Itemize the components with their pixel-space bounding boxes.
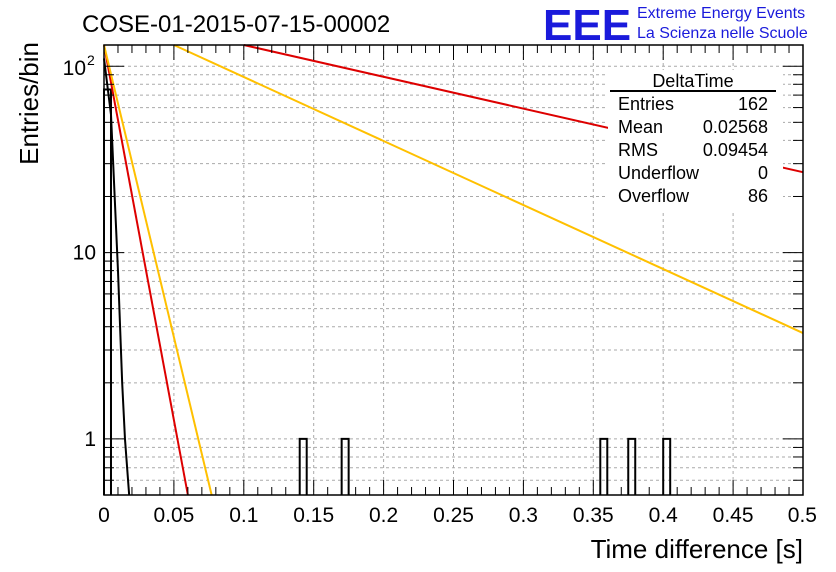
histogram-bar — [627, 437, 637, 495]
fit-curve-2 — [103, 44, 189, 496]
fit-curve-1 — [103, 58, 131, 496]
stats-row-label: Overflow — [618, 186, 690, 206]
stats-row-label: Mean — [618, 117, 663, 137]
y-tick-exponent: 2 — [87, 52, 95, 68]
x-tick-labels: 0 0.05 0.1 0.15 0.2 0.25 0.3 0.35 0.4 0.45 0.5 — [98, 504, 817, 527]
histogram-bar — [298, 437, 308, 495]
x-axis-label: Time difference [s] — [591, 534, 803, 564]
stats-row-value: 86 — [748, 186, 768, 206]
y-axis-label: Entries/bin — [14, 42, 44, 165]
axes — [103, 44, 804, 496]
y-tick-label: 10 — [73, 242, 96, 265]
logo-line1: Extreme Energy Events — [637, 5, 805, 22]
logo-mark: EEE — [543, 1, 631, 50]
x-tick-label: 0.3 — [509, 504, 538, 527]
stats-row-value: 0 — [758, 163, 768, 183]
x-tick-label: 0.5 — [788, 504, 817, 527]
stats-row-value: 0.09454 — [703, 140, 768, 160]
x-tick-label: 0.1 — [229, 504, 258, 527]
eee-logo: EEE Extreme Energy Events La Scienza nel… — [543, 1, 808, 50]
x-tick-label: 0.15 — [293, 504, 334, 527]
chart-title: COSE-01-2015-07-15-00002 — [82, 11, 390, 38]
x-tick-label: 0.35 — [573, 504, 614, 527]
x-tick-label: 0.25 — [433, 504, 474, 527]
x-tick-label: 0.4 — [649, 504, 679, 527]
stats-row-value: 162 — [738, 94, 768, 114]
x-tick-label: 0.45 — [713, 504, 754, 527]
x-tick-label: 0.2 — [369, 504, 398, 527]
stats-rows: Entries 162 Mean 0.02568 RMS 0.09454Underflow… — [618, 94, 768, 206]
histogram-bar — [340, 437, 350, 495]
y-tick-label: 10 — [63, 57, 86, 80]
stats-box-background — [608, 70, 783, 210]
logo-line2: La Scienza nelle Scuole — [637, 25, 808, 42]
fit-curve-3 — [103, 44, 213, 496]
x-tick-label: 0.05 — [153, 504, 194, 527]
stats-row-label: Entries — [618, 94, 674, 114]
stats-row-label: Underflow — [618, 163, 700, 183]
histogram-bar — [662, 437, 672, 495]
fit-curve-4 — [173, 44, 804, 334]
stats-row-label: RMS — [618, 140, 658, 160]
histogram-bar — [599, 437, 609, 495]
stats-title: DeltaTime — [652, 71, 733, 91]
y-tick-label: 1 — [84, 428, 96, 451]
stats-box: DeltaTime Entries 162 Mean 0.02568 RMS 0.0945… — [608, 70, 783, 210]
stats-row-value: 0.02568 — [703, 117, 768, 137]
x-tick-label: 0 — [98, 504, 110, 527]
grid-lines — [104, 45, 803, 495]
